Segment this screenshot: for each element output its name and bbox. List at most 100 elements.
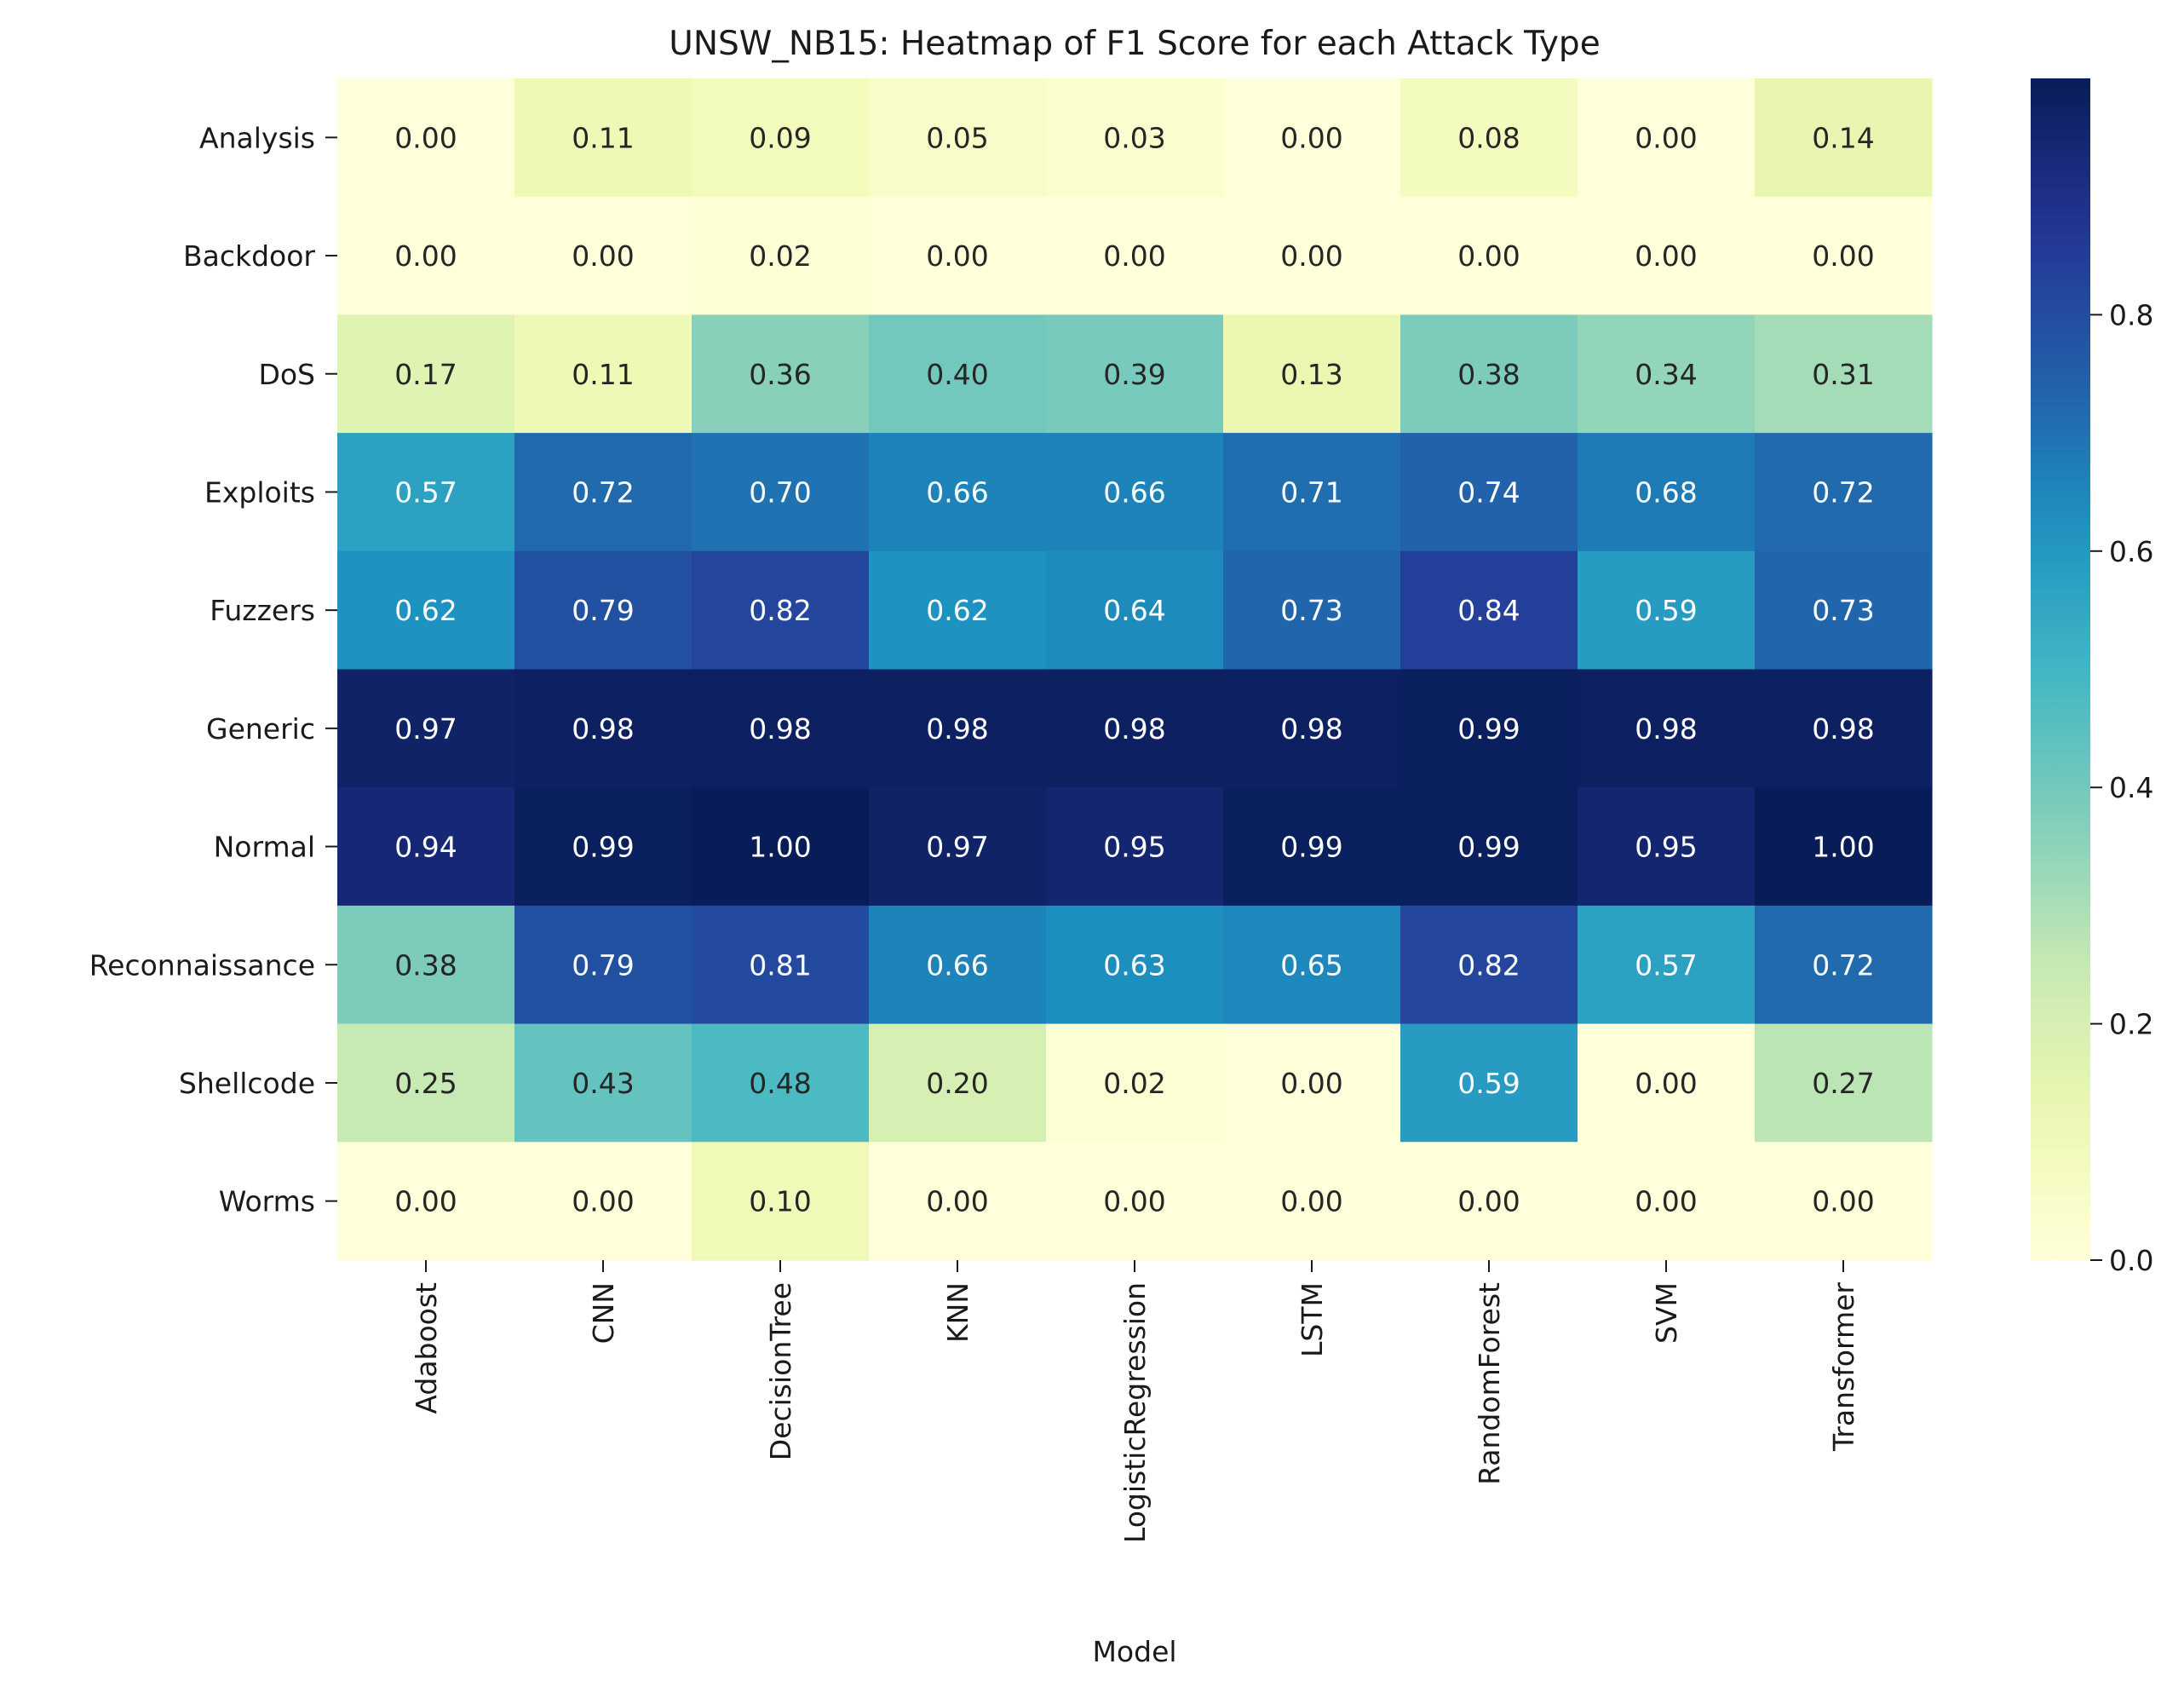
heatmap-cell <box>514 787 693 907</box>
x-tick-label: LogisticRegression <box>1118 1282 1152 1543</box>
heatmap-cell <box>1755 433 1933 552</box>
heatmap-cell <box>1755 787 1933 907</box>
cell-value-label: 0.11 <box>572 358 634 391</box>
heatmap-cell <box>1755 196 1933 315</box>
heatmap-cell <box>1400 787 1578 907</box>
cell-value-label: 0.09 <box>749 121 811 154</box>
cell-value-label: 0.40 <box>926 358 988 391</box>
cell-value-label: 0.74 <box>1457 475 1520 509</box>
heatmap-cell <box>1046 433 1224 552</box>
cell-value-label: 0.00 <box>1635 1185 1697 1218</box>
heatmap-cell <box>1223 1142 1401 1261</box>
cell-value-label: 0.00 <box>1812 239 1874 273</box>
cell-value-label: 0.38 <box>1457 358 1520 391</box>
y-tick-label: Normal <box>214 831 315 864</box>
heatmap-cell <box>514 433 693 552</box>
heatmap-cell <box>1046 196 1224 315</box>
cell-value-label: 0.25 <box>394 1067 457 1100</box>
heatmap-cell <box>869 1023 1047 1143</box>
heatmap-cell <box>1400 78 1578 198</box>
cell-value-label: 0.99 <box>1457 712 1520 746</box>
y-tick-label: Reconnaissance <box>89 948 315 982</box>
heatmap-cell <box>514 669 693 788</box>
cell-value-label: 0.08 <box>1457 121 1520 154</box>
heatmap-cell <box>337 433 515 552</box>
cell-value-label: 0.57 <box>394 475 457 509</box>
cell-value-label: 0.00 <box>394 121 457 154</box>
heatmap-cell <box>692 433 870 552</box>
heatmap-cell <box>1400 1023 1578 1143</box>
heatmap-cell <box>337 314 515 434</box>
cell-value-label: 0.62 <box>926 594 988 627</box>
cell-value-label: 0.27 <box>1812 1067 1874 1100</box>
cell-value-label: 0.43 <box>572 1067 634 1100</box>
cell-value-label: 0.00 <box>1280 239 1342 273</box>
x-tick-label: DecisionTree <box>764 1282 797 1460</box>
y-tick-label: Shellcode <box>179 1067 315 1100</box>
cell-value-label: 0.98 <box>1635 712 1697 746</box>
heatmap-cell <box>869 78 1047 198</box>
heatmap-cell <box>1400 550 1578 671</box>
x-axis: Adaboost CNN DecisionTree KNN LogisticRegres… <box>410 1260 1860 1543</box>
heatmap-cells <box>337 78 1933 1261</box>
cell-value-label: 0.70 <box>749 475 811 509</box>
cell-value-label: 0.63 <box>1103 948 1165 982</box>
cell-value-label: 0.66 <box>926 948 988 982</box>
cell-value-label: 0.95 <box>1103 831 1165 864</box>
cell-value-label: 0.73 <box>1812 594 1874 627</box>
cell-value-label: 0.00 <box>1103 239 1165 273</box>
cell-value-label: 0.02 <box>1103 1067 1165 1100</box>
cell-value-label: 0.00 <box>1457 239 1520 273</box>
heatmap-cell <box>1046 1142 1224 1261</box>
heatmap-cell <box>1046 1023 1224 1143</box>
heatmap-cell <box>1578 314 1756 434</box>
cell-value-label: 0.82 <box>1457 948 1520 982</box>
heatmap-cell-labels: 0.00 0.11 0.09 0.05 0.03 0.00 0.08 0.00 0.14 0.00… <box>394 121 1874 1218</box>
heatmap-cell <box>1046 787 1224 907</box>
cell-value-label: 0.14 <box>1812 121 1874 154</box>
cell-value-label: 0.97 <box>926 831 988 864</box>
y-tick-label: Fuzzers <box>210 594 315 627</box>
heatmap-cell <box>869 905 1047 1025</box>
cell-value-label: 0.00 <box>572 1185 634 1218</box>
cell-value-label: 0.94 <box>394 831 457 864</box>
cell-value-label: 0.72 <box>1812 948 1874 982</box>
cell-value-label: 0.00 <box>1280 1067 1342 1100</box>
heatmap-cell <box>692 1142 870 1261</box>
cell-value-label: 0.00 <box>1635 1067 1697 1100</box>
cell-value-label: 0.00 <box>926 239 988 273</box>
cell-value-label: 0.97 <box>394 712 457 746</box>
heatmap-cell <box>1400 905 1578 1025</box>
heatmap-cell <box>1578 1142 1756 1261</box>
colorbar: 0.0 0.2 0.4 0.6 0.8 <box>2031 78 2153 1277</box>
cell-value-label: 0.72 <box>1812 475 1874 509</box>
cell-value-label: 0.73 <box>1280 594 1342 627</box>
cell-value-label: 0.31 <box>1812 358 1874 391</box>
heatmap-cell <box>1400 314 1578 434</box>
cell-value-label: 0.99 <box>572 831 634 864</box>
heatmap-cell <box>337 669 515 788</box>
heatmap-cell <box>1046 78 1224 198</box>
x-tick-label: RandomForest <box>1473 1282 1506 1485</box>
heatmap-cell <box>692 1023 870 1143</box>
heatmap-cell <box>1755 905 1933 1025</box>
cell-value-label: 0.99 <box>1457 831 1520 864</box>
heatmap-cell <box>1578 433 1756 552</box>
cell-value-label: 0.98 <box>749 712 811 746</box>
cell-value-label: 0.00 <box>1635 121 1697 154</box>
cell-value-label: 0.02 <box>749 239 811 273</box>
x-tick-label: CNN <box>587 1282 620 1344</box>
colorbar-gradient <box>2031 78 2090 1260</box>
heatmap-cell <box>1578 905 1756 1025</box>
y-tick-label: Backdoor <box>183 239 315 273</box>
cell-value-label: 0.59 <box>1635 594 1697 627</box>
heatmap-cell <box>869 314 1047 434</box>
x-tick-label: Transformer <box>1827 1282 1860 1452</box>
y-axis: Analysis Backdoor DoS Exploits Fuzzers Generi… <box>89 121 337 1218</box>
cell-value-label: 0.13 <box>1280 358 1342 391</box>
heatmap-cell <box>1223 314 1401 434</box>
cell-value-label: 0.79 <box>572 948 634 982</box>
heatmap-cell <box>1578 669 1756 788</box>
heatmap-cell <box>337 196 515 315</box>
